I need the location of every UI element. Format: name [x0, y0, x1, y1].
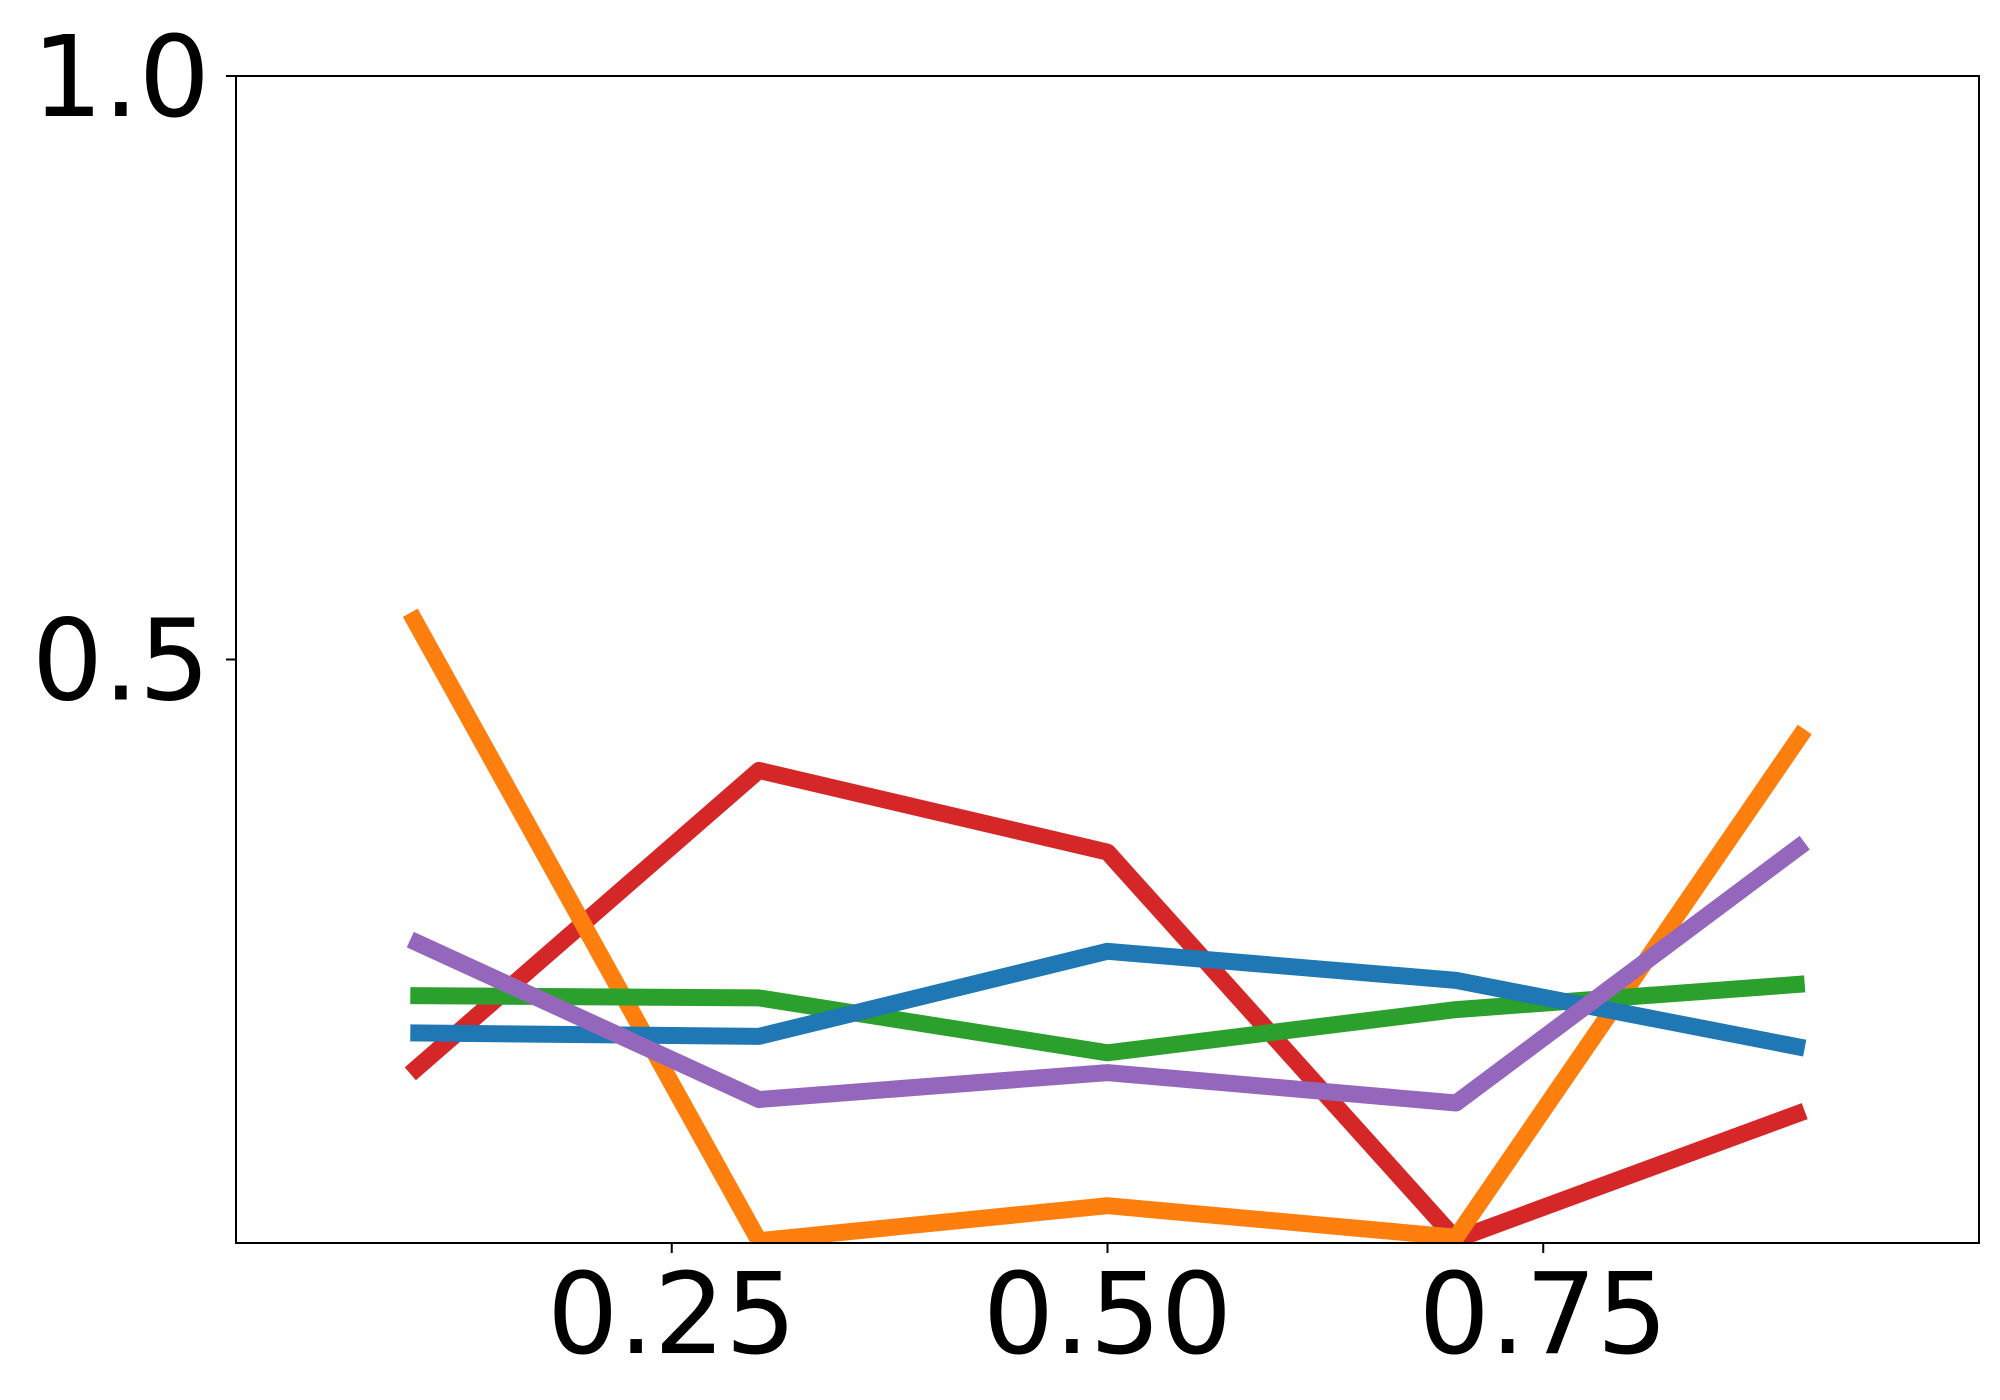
y-tick-label-1: 0.5 — [32, 597, 210, 727]
series-line-2 — [402, 608, 1812, 1243]
series-line-1 — [404, 761, 1808, 1243]
series-layer — [402, 608, 1812, 1243]
y-tick-label-2: 1.0 — [32, 13, 210, 143]
x-tick-label-1: 0.25 — [547, 1250, 796, 1380]
series-line-5 — [406, 835, 1810, 1112]
axis-layer: 0.25 0.50 0.75 0.5 1.0 — [32, 13, 1668, 1380]
x-tick-label-3: 0.75 — [1419, 1250, 1668, 1380]
series-line-4 — [410, 942, 1807, 1057]
x-tick-label-2: 0.50 — [983, 1250, 1232, 1380]
